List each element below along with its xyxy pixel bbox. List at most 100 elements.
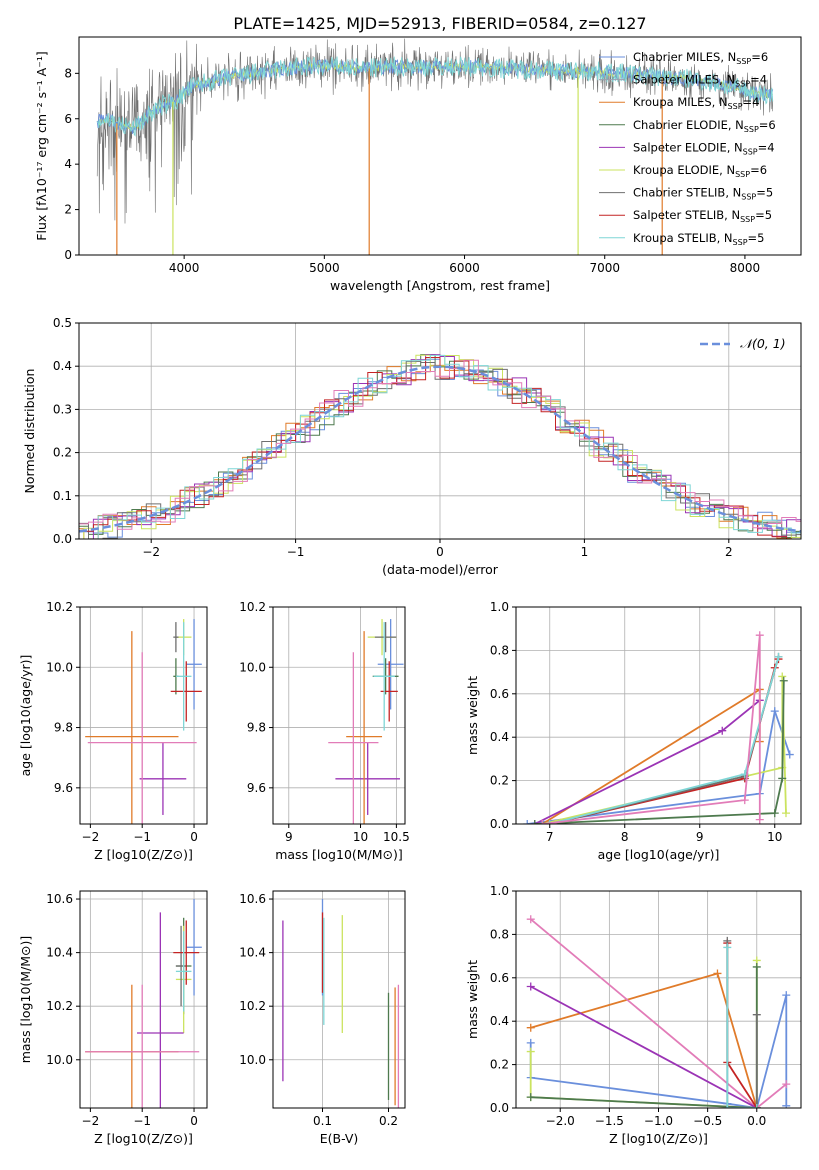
y-tick-label: 9.6 xyxy=(54,781,73,795)
x-tick-label: 10.5 xyxy=(383,830,410,844)
y-tick-label: 10.6 xyxy=(46,892,73,906)
legend-entry: Salpeter STELIB, NSSP=5 xyxy=(633,208,772,224)
y-tick-label: 9.8 xyxy=(247,721,266,735)
weight-marker xyxy=(523,820,532,824)
figure-title: PLATE=1425, MJD=52913, FIBERID=0584, z=0… xyxy=(233,14,646,33)
y-tick-label: 10.4 xyxy=(46,946,73,960)
y-tick-label: 10.0 xyxy=(239,1053,266,1067)
data-point xyxy=(335,742,400,815)
x-axis-label: age [log10(age/yr)] xyxy=(598,847,720,862)
weight-marker xyxy=(774,652,783,661)
weight-series-line xyxy=(530,967,758,1108)
y-axis-label: mass weight xyxy=(465,960,480,1039)
x-tick-label: −1 xyxy=(133,1114,151,1128)
chart-age_vs_mass: 9 10 10.5 9.6 9.8 10.0 10.2 mass [log10(M/M⊙)] xyxy=(239,600,409,862)
x-axis-label: E(B-V) xyxy=(320,1131,359,1146)
y-tick-label: 0.2 xyxy=(490,1058,509,1072)
y-axis-label: mass weight xyxy=(465,676,480,755)
weight-marker xyxy=(713,969,722,978)
weight-marker xyxy=(770,707,779,716)
data-point xyxy=(173,920,200,985)
weight-marker xyxy=(545,820,554,824)
y-tick-label: 10.2 xyxy=(46,999,73,1013)
legend-entry-rest: =5 xyxy=(748,231,765,245)
data-point xyxy=(373,622,395,731)
y-tick-label: 9.8 xyxy=(54,721,73,735)
weight-marker xyxy=(526,1023,535,1032)
x-tick-label: 7 xyxy=(546,830,554,844)
y-tick-label: 6 xyxy=(64,112,72,126)
weight-marker xyxy=(782,1080,791,1089)
y-axis-label: Normed distribution xyxy=(22,369,37,494)
y-tick-label: 10.2 xyxy=(46,600,73,614)
legend-subscript: SSP xyxy=(733,238,748,247)
axes-frame xyxy=(79,606,208,825)
x-axis-label: mass [log10(M/M⊙)] xyxy=(275,847,403,862)
weight-marker xyxy=(718,726,727,735)
chart-mass_vs_Z: −2 −1 0 10.0 10.2 10.4 10.6 Z [log10(Z/Z⊙)] mass… xyxy=(18,890,208,1146)
x-tick-label: 9 xyxy=(696,830,704,844)
spectrum-legend: Chabrier MILES, NSSP=6 Salpeter MILES, NS… xyxy=(599,50,776,247)
weight-marker xyxy=(752,962,761,971)
y-tick-label: 0.0 xyxy=(53,532,72,546)
weight-marker xyxy=(778,774,787,783)
x-tick-label: −2 xyxy=(142,545,160,559)
plot-area xyxy=(526,915,791,1108)
y-tick-label: 0.1 xyxy=(53,489,72,503)
data-point xyxy=(139,742,187,815)
y-tick-label: 4 xyxy=(64,157,72,171)
x-tick-label: 5000 xyxy=(309,261,340,275)
y-tick-label: 10.6 xyxy=(239,892,266,906)
x-tick-label: 4000 xyxy=(169,261,200,275)
x-tick-label: 7000 xyxy=(589,261,620,275)
weight-marker xyxy=(526,1093,535,1102)
y-tick-label: 0.8 xyxy=(490,643,509,657)
axes-frame xyxy=(515,606,802,825)
x-axis-label: (data-model)/error xyxy=(382,562,499,577)
x-tick-label: 0 xyxy=(190,1114,198,1128)
axes-frame xyxy=(78,36,802,256)
legend-subscript: SSP xyxy=(736,57,751,66)
data-point xyxy=(175,931,192,1012)
legend-entry: Chabrier ELODIE, NSSP=6 xyxy=(633,118,776,134)
x-tick-label: −1 xyxy=(133,830,151,844)
x-tick-label: 2 xyxy=(725,545,733,559)
legend-subscript: SSP xyxy=(735,80,750,89)
residual-histogram xyxy=(79,360,801,539)
x-tick-label: −2 xyxy=(82,830,100,844)
weight-marker xyxy=(779,676,788,685)
y-tick-label: 0.2 xyxy=(53,446,72,460)
legend-entry: Chabrier STELIB, NSSP=5 xyxy=(633,186,773,202)
data-point xyxy=(85,631,179,824)
spectrum-model-line xyxy=(96,56,774,137)
y-tick-label: 8 xyxy=(64,66,72,80)
weight-series-line xyxy=(534,680,785,824)
legend-entry: Chabrier MILES, NSSP=6 xyxy=(633,50,768,66)
residual-histogram xyxy=(79,359,801,530)
x-tick-label: 0.2 xyxy=(379,1114,398,1128)
y-tick-label: 0.5 xyxy=(53,316,72,330)
y-axis-label: Flux [fλ10⁻¹⁷ erg cm⁻² s⁻¹ A⁻¹] xyxy=(34,51,49,240)
residual-histogram xyxy=(79,357,801,539)
data-point xyxy=(328,652,379,824)
gaussian-curve xyxy=(79,365,801,533)
legend-entry: Salpeter ELODIE, NSSP=4 xyxy=(633,140,775,156)
legend-entry-rest: =5 xyxy=(755,208,772,222)
data-point xyxy=(374,622,397,653)
y-tick-label: 10.0 xyxy=(46,1053,73,1067)
weight-marker xyxy=(755,631,764,640)
x-axis-label: Z [log10(Z/Z⊙)] xyxy=(94,847,193,862)
legend-subscript: SSP xyxy=(743,147,758,156)
data-point xyxy=(85,984,200,1108)
weight-series-line xyxy=(726,943,758,1108)
plot-area xyxy=(96,38,774,255)
weight-series-line xyxy=(527,707,791,824)
residual-histogram xyxy=(79,354,801,538)
axes-frame xyxy=(272,890,406,1109)
y-tick-label: 0.4 xyxy=(490,1014,509,1028)
weight-marker xyxy=(538,820,547,824)
chart-age_vs_Z: −2 −1 0 9.6 9.8 10.0 10.2 Z [log10(Z/Z⊙)] age [l… xyxy=(18,600,208,862)
y-tick-label: 2 xyxy=(64,203,72,217)
legend-entry: Salpeter MILES, NSSP=4 xyxy=(633,73,767,89)
